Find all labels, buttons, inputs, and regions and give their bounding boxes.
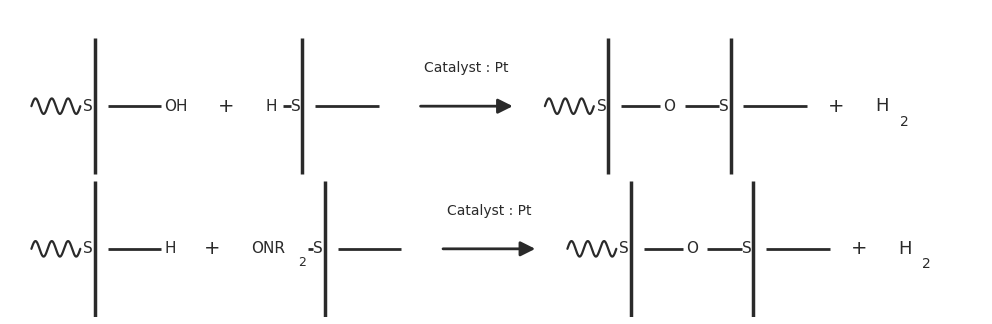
- Text: +: +: [850, 239, 867, 258]
- Text: Si: Si: [741, 241, 756, 256]
- Text: Si: Si: [619, 241, 633, 256]
- Text: O: O: [685, 241, 697, 256]
- Text: Si: Si: [83, 241, 97, 256]
- Text: Si: Si: [291, 99, 305, 114]
- Text: +: +: [828, 97, 844, 116]
- Text: +: +: [204, 239, 220, 258]
- Text: O: O: [664, 99, 676, 114]
- Text: Si: Si: [313, 241, 327, 256]
- Text: H: H: [265, 99, 277, 114]
- Text: OH: OH: [165, 99, 187, 114]
- Text: Si: Si: [719, 99, 733, 114]
- Text: H: H: [876, 97, 889, 115]
- Text: 2: 2: [299, 256, 307, 269]
- Text: Catalyst : Pt: Catalyst : Pt: [425, 61, 509, 75]
- Text: Si: Si: [83, 99, 97, 114]
- Text: ONR: ONR: [252, 241, 286, 256]
- Text: 2: 2: [923, 257, 931, 271]
- Text: Catalyst : Pt: Catalyst : Pt: [447, 204, 532, 218]
- Text: Si: Si: [597, 99, 611, 114]
- Text: +: +: [218, 97, 234, 116]
- Text: H: H: [898, 240, 912, 258]
- Text: H: H: [165, 241, 176, 256]
- Text: 2: 2: [900, 115, 909, 129]
